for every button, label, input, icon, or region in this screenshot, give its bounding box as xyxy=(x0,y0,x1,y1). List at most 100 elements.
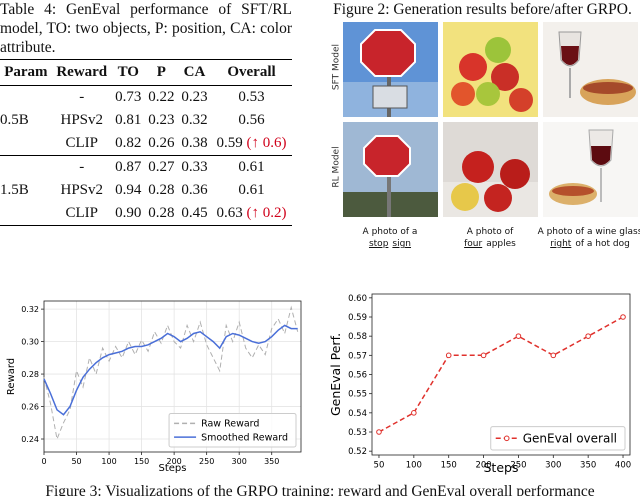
y-axis-label: Reward xyxy=(6,358,17,395)
to-value: 0.73 xyxy=(115,89,142,105)
cell: 0.32 xyxy=(178,109,211,132)
point xyxy=(585,333,591,339)
cell: 0.81 xyxy=(112,109,145,132)
caption-line: A photo of a xyxy=(335,226,445,238)
point xyxy=(445,352,452,359)
y-tick-label: 0.30 xyxy=(21,337,39,346)
reward-value: HPSv2 xyxy=(60,182,104,198)
overall-value: 0.59 xyxy=(216,135,243,151)
y-tick-label: 0.54 xyxy=(348,409,367,419)
figure-caption: Figure 3: Visualizations of the GRPO tra… xyxy=(45,483,595,496)
y-tick-label: 0.60 xyxy=(348,294,367,304)
cell: 0.94 xyxy=(112,179,145,202)
x-tick-label: 200 xyxy=(475,461,491,471)
x-tick-label: 150 xyxy=(441,461,457,471)
p-value: 0.27 xyxy=(148,159,175,175)
image-caption: A photo of a stop sign xyxy=(335,226,445,250)
caption-line: four apples xyxy=(435,238,545,250)
y-tick-label: 0.58 xyxy=(348,332,367,342)
cell: 0.53 xyxy=(211,86,292,110)
to-value: 0.94 xyxy=(115,182,142,198)
ca-value: 0.36 xyxy=(181,182,208,198)
plot-frame xyxy=(43,300,302,453)
cell: 0.36 xyxy=(178,179,211,202)
table-row: HPSv2 0.81 0.23 0.32 0.56 xyxy=(0,109,292,132)
p-value: 0.26 xyxy=(148,135,175,151)
legend-label: Raw Reward xyxy=(201,419,259,430)
cell: 0.26 xyxy=(145,132,178,156)
p-value: 0.28 xyxy=(148,205,175,221)
caption-word: A photo of a wine glass xyxy=(537,227,640,237)
ca-value: 0.32 xyxy=(181,112,208,128)
y-axis-label: GenEval Perf. xyxy=(328,333,343,416)
header-cell: CA xyxy=(183,64,206,80)
overall-value: 0.53 xyxy=(238,89,265,105)
cell: 0.27 xyxy=(145,156,178,180)
legend-label: Smoothed Reward xyxy=(201,432,288,443)
y-tick-label: 0.26 xyxy=(21,402,39,411)
cell: 0.61 xyxy=(211,179,292,202)
y-tick-label: 0.56 xyxy=(348,370,367,380)
cell: 0.45 xyxy=(178,202,211,226)
x-axis-label: Steps xyxy=(159,463,187,474)
to-value: 0.81 xyxy=(115,112,142,128)
cell: 0.38 xyxy=(178,132,211,156)
delta: (↑ 0.2) xyxy=(246,205,287,221)
to-value: 0.90 xyxy=(115,205,142,221)
x-tick-label: 250 xyxy=(510,461,526,471)
cell: 0.56 xyxy=(211,109,292,132)
to-value: 0.87 xyxy=(115,159,142,175)
series-line xyxy=(378,316,624,433)
point xyxy=(411,410,417,416)
overall-value: 0.61 xyxy=(238,159,265,175)
reward-value: CLIP xyxy=(65,205,98,221)
y-tick-label: 0.53 xyxy=(348,428,367,438)
cell: 0.28 xyxy=(145,202,178,226)
reward-value: CLIP xyxy=(65,135,98,151)
cell: 0.61 xyxy=(211,156,292,180)
ca-value: 0.23 xyxy=(181,89,208,105)
cell: 0.23 xyxy=(145,109,178,132)
legend-frame xyxy=(168,412,297,448)
cell: 0.22 xyxy=(145,86,178,110)
cell: 0.82 xyxy=(112,132,145,156)
series-line xyxy=(43,324,298,416)
p-value: 0.22 xyxy=(148,89,175,105)
reward-value: - xyxy=(79,89,85,105)
caption-line: stop sign xyxy=(335,238,445,250)
legend-marker xyxy=(503,435,510,442)
caption-word: A photo of a xyxy=(362,227,418,237)
x-tick-label: 50 xyxy=(374,461,385,471)
caption-word: of a hot dog xyxy=(575,239,630,249)
overall-value: 0.63 xyxy=(216,205,243,221)
y-tick-label: 0.28 xyxy=(21,370,39,379)
x-tick-label: 100 xyxy=(101,457,116,466)
x-tick-label: 400 xyxy=(615,461,631,471)
header-row: Param Reward TO P CA Overall xyxy=(0,59,292,86)
caption-word: apples xyxy=(486,239,516,249)
image xyxy=(343,22,438,117)
image-caption: A photo of a wine glass right of a hot dog xyxy=(535,226,640,250)
table-row: HPSv2 0.94 0.28 0.36 0.61 xyxy=(0,179,292,202)
point xyxy=(480,352,487,359)
header-cell: P xyxy=(156,64,166,80)
point xyxy=(550,352,557,359)
ca-value: 0.33 xyxy=(181,159,208,175)
cell: CLIP xyxy=(52,132,112,156)
table-row: CLIP 0.90 0.28 0.45 0.63 (↑ 0.2) xyxy=(0,202,292,226)
image xyxy=(443,22,538,117)
caption-word: A photo of xyxy=(466,227,514,237)
reward-value: HPSv2 xyxy=(60,112,104,128)
cell: 0.73 xyxy=(112,86,145,110)
param-cell: 1.5B xyxy=(0,182,29,198)
table-row: 0.5B - 0.73 0.22 0.23 0.53 xyxy=(0,85,292,128)
cell: 0.87 xyxy=(112,156,145,180)
cell: HPSv2 xyxy=(52,179,112,202)
y-tick-label: 0.52 xyxy=(348,447,367,457)
header-cell: Overall xyxy=(227,64,276,80)
caption-line: A photo of a wine glass xyxy=(535,226,640,238)
y-tick-label: 0.24 xyxy=(21,435,39,444)
x-tick-label: 50 xyxy=(71,457,81,466)
